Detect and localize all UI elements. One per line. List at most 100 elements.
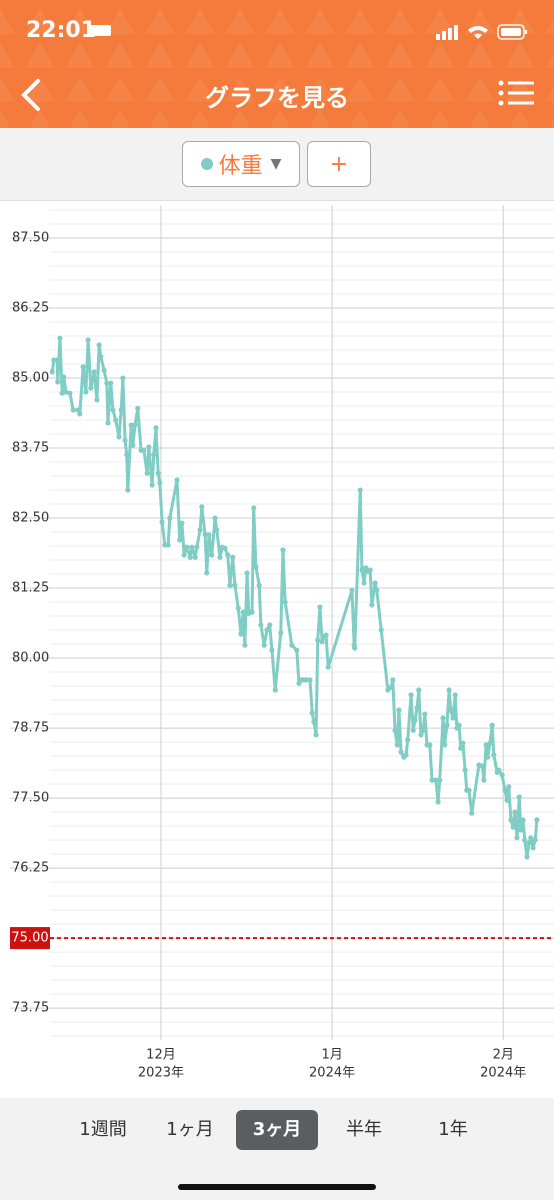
data-point [280, 547, 286, 553]
data-point [235, 605, 241, 611]
data-point [481, 777, 487, 783]
data-point [249, 609, 255, 615]
data-point [80, 364, 86, 370]
data-point [83, 389, 89, 395]
back-button[interactable] [18, 78, 44, 112]
data-point [491, 752, 497, 758]
data-point [349, 587, 355, 593]
data-point [118, 407, 124, 413]
data-point [367, 567, 373, 573]
data-point [141, 447, 147, 453]
status-time: 22:01 [26, 18, 97, 43]
period-tab[interactable]: 1週間 [79, 1119, 127, 1140]
data-point [206, 532, 212, 538]
data-point [61, 374, 67, 380]
data-point [485, 754, 491, 760]
data-point [124, 452, 130, 458]
x-tick-label: 2月 [493, 1048, 514, 1063]
data-point [258, 622, 264, 628]
period-tabs: 1週間 1ヶ月 3ヶ月 半年 1年 [0, 1098, 554, 1200]
data-point [512, 809, 518, 815]
menu-button[interactable] [498, 80, 536, 108]
data-point [374, 587, 380, 593]
data-point [240, 609, 246, 615]
data-point [446, 687, 452, 693]
data-point [278, 630, 284, 636]
data-point [520, 817, 526, 823]
data-point [435, 799, 441, 805]
data-point [184, 544, 190, 550]
period-tab[interactable]: 3ヶ月 [236, 1110, 318, 1150]
data-point [88, 385, 94, 391]
data-point [214, 527, 220, 533]
data-point [323, 632, 329, 638]
data-point [394, 742, 400, 748]
data-point [319, 639, 325, 645]
data-point [487, 740, 493, 746]
data-point [264, 627, 270, 633]
data-point [189, 544, 195, 550]
data-point [462, 767, 468, 773]
data-point [440, 715, 446, 721]
data-point [153, 425, 159, 431]
data-point [514, 835, 520, 841]
data-point [159, 519, 165, 525]
data-point [311, 719, 317, 725]
data-point [303, 677, 309, 683]
data-point [104, 380, 110, 386]
data-point [194, 544, 200, 550]
series-dot [200, 158, 213, 170]
target-label: 75.00 [11, 931, 48, 946]
data-point [458, 745, 464, 751]
data-point [444, 722, 450, 728]
data-point [427, 742, 433, 748]
data-point [57, 335, 63, 341]
data-point [469, 810, 475, 816]
item-dropdown[interactable]: 体重 ▼ [182, 141, 300, 187]
data-point [418, 732, 424, 738]
data-point [325, 664, 331, 670]
data-point [212, 515, 218, 521]
data-point [120, 375, 126, 381]
data-point [450, 715, 456, 721]
data-point [94, 397, 100, 403]
y-tick-label: 86.25 [12, 301, 49, 316]
y-tick-label: 85.00 [12, 371, 49, 386]
data-point [98, 354, 104, 360]
data-point [388, 684, 394, 690]
data-point [192, 554, 198, 560]
data-point [70, 407, 76, 413]
data-point [508, 817, 514, 823]
status-icons [436, 24, 527, 40]
data-point [524, 854, 530, 860]
data-point [510, 824, 516, 830]
data-point [128, 422, 134, 428]
data-point [412, 717, 418, 723]
period-tab[interactable]: 1年 [438, 1119, 468, 1140]
data-point [506, 784, 512, 790]
data-point [253, 564, 259, 570]
data-point [357, 487, 363, 493]
data-point [437, 777, 443, 783]
data-point [522, 837, 528, 843]
data-point [433, 777, 439, 783]
data-point [416, 687, 422, 693]
data-point [230, 554, 236, 560]
data-point [408, 692, 414, 698]
data-point [110, 407, 116, 413]
data-point [317, 604, 323, 610]
data-point [108, 380, 114, 386]
data-point [256, 582, 262, 588]
data-point [390, 677, 396, 683]
period-tab[interactable]: 半年 [346, 1119, 382, 1140]
add-button[interactable]: + [307, 141, 371, 187]
data-point [352, 645, 358, 651]
y-tick-label: 76.25 [12, 861, 49, 876]
period-tab[interactable]: 1ヶ月 [166, 1119, 214, 1140]
data-point [202, 531, 208, 537]
data-point [225, 552, 231, 558]
data-point [309, 710, 315, 716]
data-point [294, 647, 300, 653]
data-point [149, 482, 155, 488]
